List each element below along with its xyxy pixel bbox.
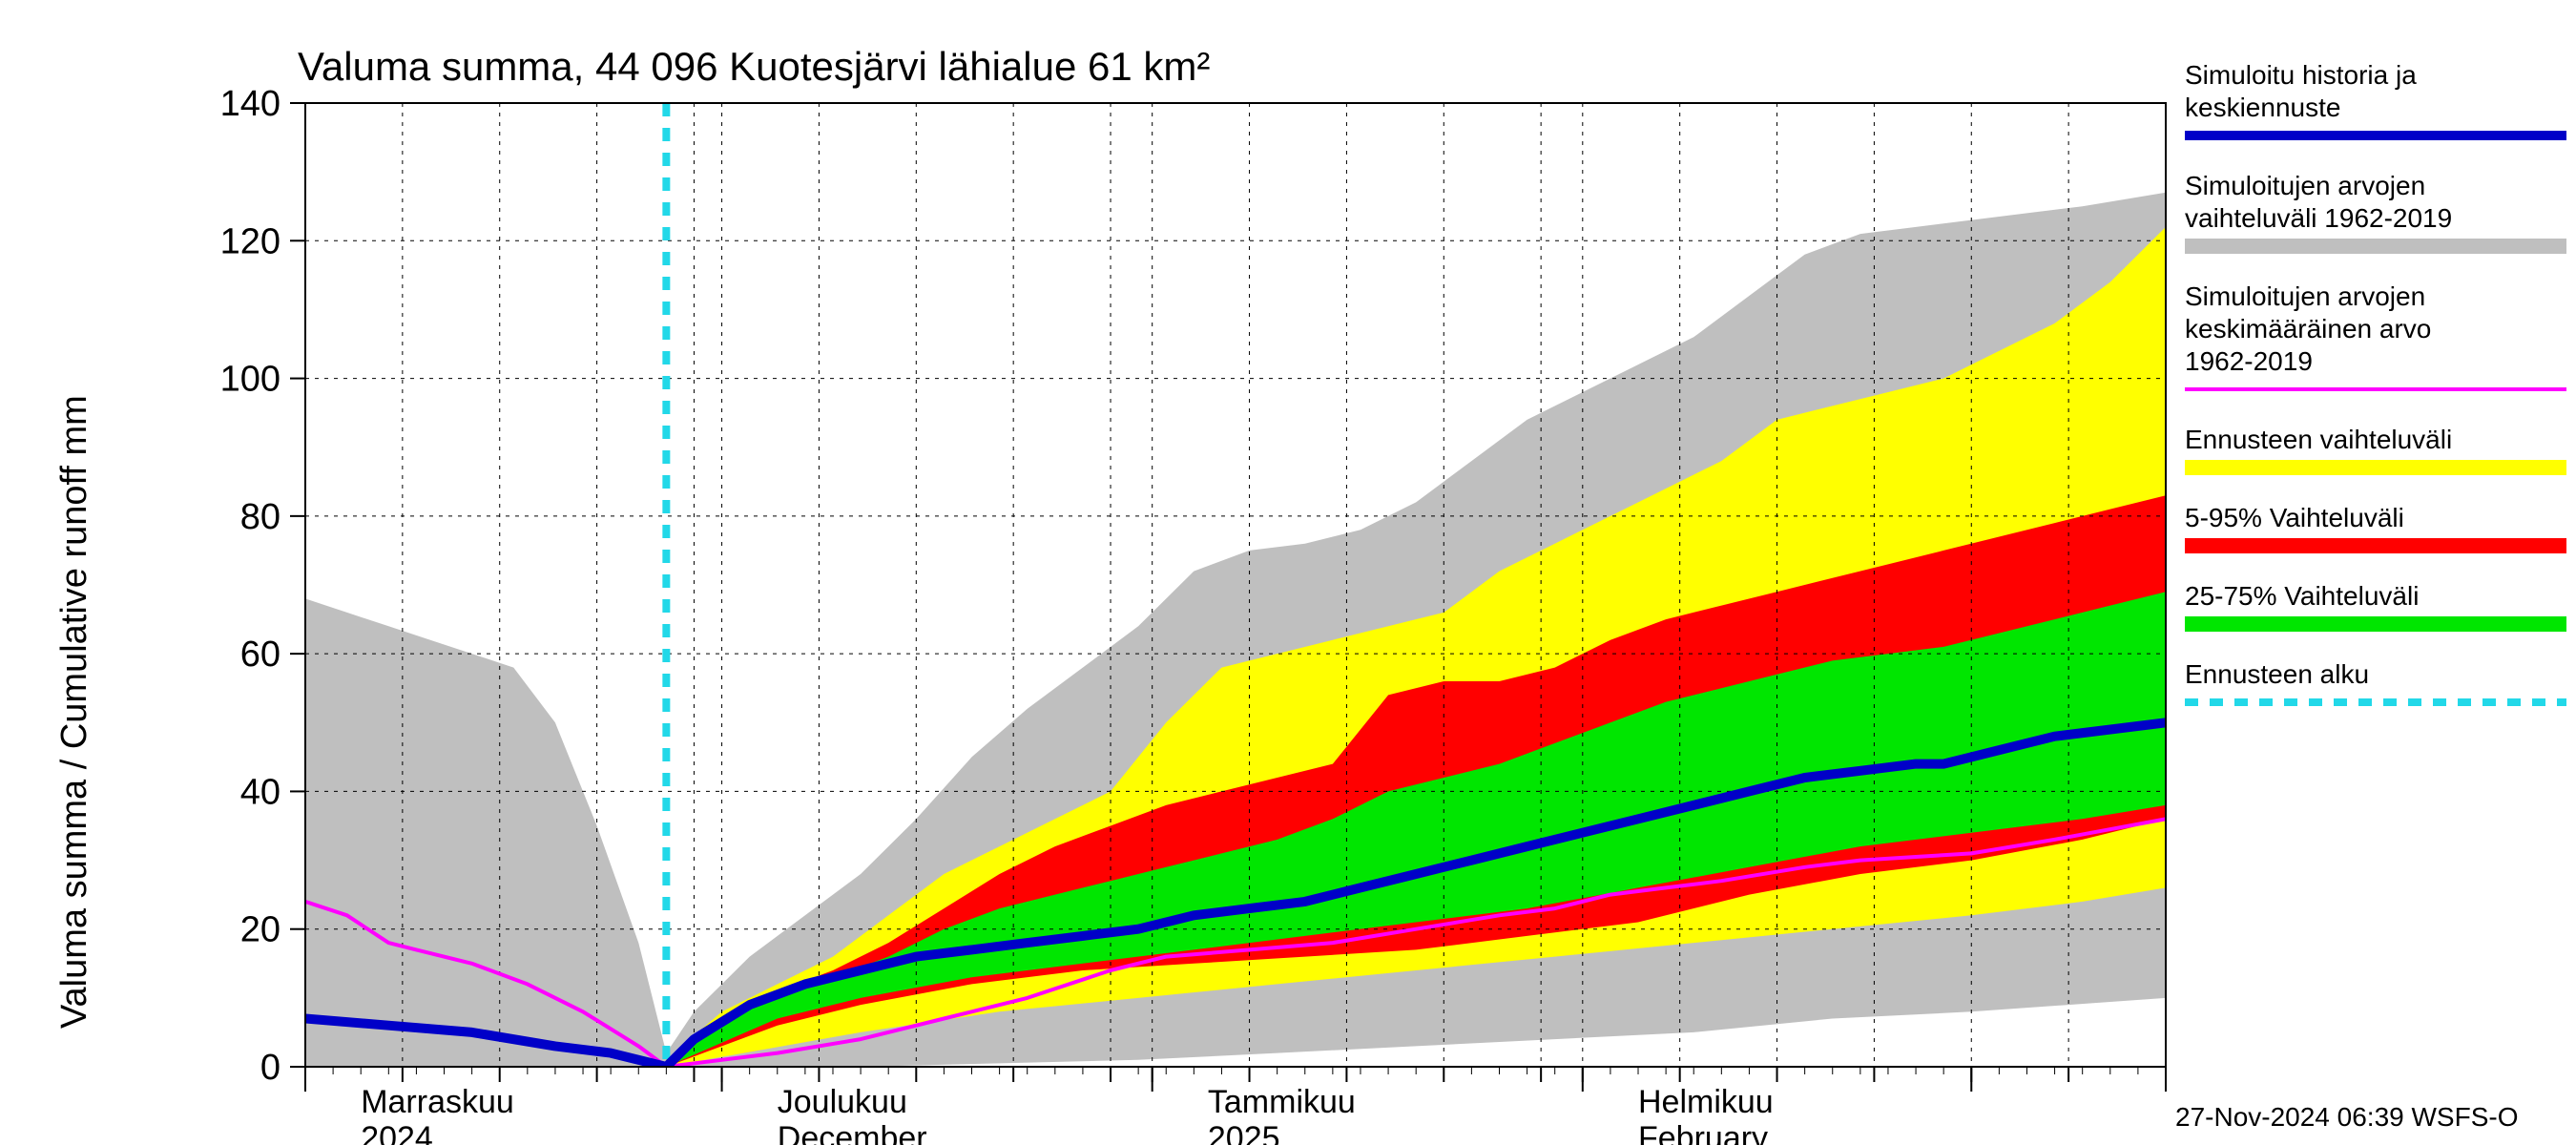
y-tick-label: 120 xyxy=(220,221,280,261)
chart-title: Valuma summa, 44 096 Kuotesjärvi lähialu… xyxy=(298,44,1210,89)
x-month-label: Marraskuu xyxy=(361,1084,514,1120)
y-tick-label: 0 xyxy=(260,1048,280,1088)
y-tick-label: 40 xyxy=(240,772,280,812)
legend-label: Simuloitujen arvojen xyxy=(2185,171,2425,200)
legend-swatch xyxy=(2185,460,2566,475)
legend-swatch xyxy=(2185,616,2566,632)
y-tick-label: 60 xyxy=(240,635,280,675)
legend-swatch xyxy=(2185,239,2566,254)
legend-label: 1962-2019 xyxy=(2185,346,2313,376)
x-month-sublabel: February xyxy=(1638,1120,1768,1145)
x-month-sublabel: 2025 xyxy=(1208,1120,1280,1145)
footer-timestamp: 27-Nov-2024 06:39 WSFS-O xyxy=(2175,1102,2519,1132)
legend-label: Simuloitujen arvojen xyxy=(2185,281,2425,311)
chart-svg: Valuma summa, 44 096 Kuotesjärvi lähialu… xyxy=(0,0,2576,1145)
y-tick-label: 80 xyxy=(240,497,280,537)
x-month-sublabel: December xyxy=(778,1120,927,1145)
legend-label: Simuloitu historia ja xyxy=(2185,60,2417,90)
legend-label: Ennusteen vaihteluväli xyxy=(2185,425,2452,454)
x-month-sublabel: 2024 xyxy=(361,1120,433,1145)
y-axis-label: Valuma summa / Cumulative runoff mm xyxy=(54,395,94,1029)
legend-label: keskimääräinen arvo xyxy=(2185,314,2431,344)
y-tick-label: 100 xyxy=(220,360,280,400)
chart-root: Valuma summa, 44 096 Kuotesjärvi lähialu… xyxy=(0,0,2576,1145)
legend-label: 5-95% Vaihteluväli xyxy=(2185,503,2404,532)
y-tick-label: 20 xyxy=(240,910,280,950)
legend-swatch xyxy=(2185,538,2566,553)
y-tick-label: 140 xyxy=(220,84,280,124)
x-month-label: Tammikuu xyxy=(1208,1084,1356,1120)
legend-label: Ennusteen alku xyxy=(2185,659,2369,689)
legend-label: 25-75% Vaihteluväli xyxy=(2185,581,2419,611)
x-month-label: Joulukuu xyxy=(778,1084,907,1120)
x-month-label: Helmikuu xyxy=(1638,1084,1774,1120)
legend-label: vaihteluväli 1962-2019 xyxy=(2185,203,2452,233)
legend-label: keskiennuste xyxy=(2185,93,2340,122)
